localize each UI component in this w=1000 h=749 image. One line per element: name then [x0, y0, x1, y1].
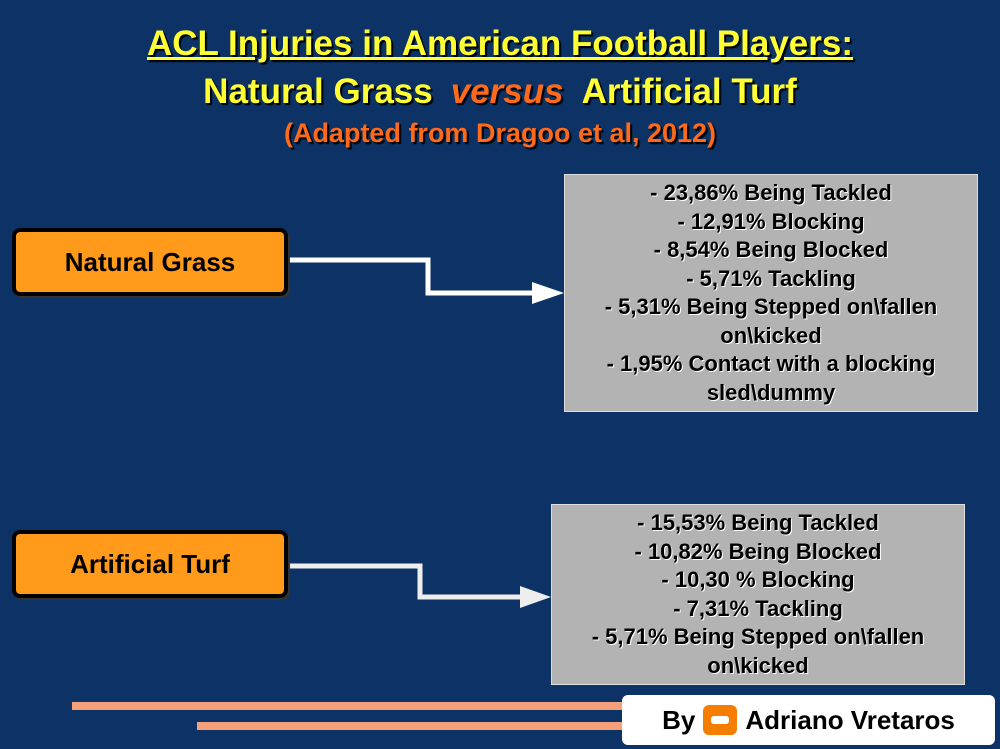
item: - 7,31% Tackling — [673, 595, 843, 621]
item-box: - 23,86% Being Tackled - 12,91% Blocking -… — [564, 174, 978, 412]
group-label: Natural Grass — [12, 228, 288, 296]
source: (Adapted from Dragoo et al, 2012) — [283, 118, 717, 148]
item: - 23,86% Being Tackled — [650, 180, 892, 205]
title: ACL Injuries in American Football Player… — [146, 24, 853, 63]
footer: By Adriano Vretaros — [622, 695, 995, 745]
item: - 10,82% Being Blocked — [634, 538, 882, 564]
subtitle: Natural Grass versus Artificial Turf — [0, 72, 1000, 112]
item: - 15,53% Being Tackled — [637, 510, 879, 535]
item-box: - 15,53% Being Tackled - 10,82% Being Blo… — [551, 504, 965, 685]
arrow — [287, 257, 536, 296]
arrow-head — [532, 282, 564, 304]
item: - 5,71% Tackling — [686, 265, 856, 291]
blogger-icon — [703, 705, 738, 735]
item: - 5,71% Being Stepped on\fallen on\kicke… — [591, 624, 925, 678]
footer-by: By — [662, 704, 696, 735]
arrow — [287, 563, 524, 600]
footer-author: Adriano Vretaros — [745, 704, 955, 735]
arrow-head — [520, 586, 551, 608]
item: - 8,54% Being Blocked — [653, 237, 889, 262]
item: - 1,95% Contact with a blocking sled\dum… — [606, 351, 936, 405]
item: - 5,31% Being Stepped on\fallen on\kicke… — [604, 294, 938, 348]
subtitle-left: Natural Grass — [203, 72, 433, 111]
item: - 12,91% Blocking — [677, 208, 865, 234]
item: - 10,30 % Blocking — [661, 567, 855, 592]
subtitle-middle: versus — [450, 72, 564, 111]
subtitle-right: Artificial Turf — [581, 72, 797, 111]
group-label: Artificial Turf — [12, 530, 288, 598]
